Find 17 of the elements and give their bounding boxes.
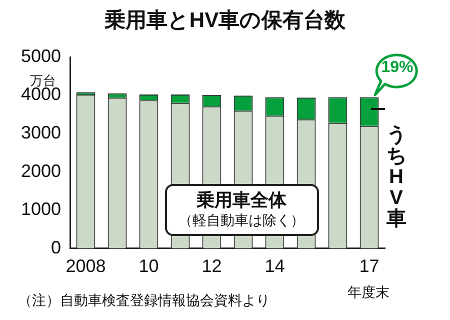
annotation: 19% xyxy=(380,59,414,78)
annotation: （軽自動車は除く） xyxy=(178,212,306,230)
y-tick-label: 5000 xyxy=(20,46,61,66)
y-tick-label: 2000 xyxy=(20,160,61,181)
y-tick-label: 1000 xyxy=(20,199,61,220)
series-label: 乗用車全体 xyxy=(196,189,288,212)
x-tick-label: 12 xyxy=(202,256,222,276)
text: （注）自動車検査登録情報協会資料より xyxy=(18,292,270,310)
x-tick-label: 10 xyxy=(138,256,159,276)
x-axis-title: 年度末 xyxy=(347,284,390,302)
x-tick-label: 14 xyxy=(264,256,285,276)
chart-title: 乗用車とHV車の保有台数 xyxy=(103,8,347,34)
series-label: うちHV車 xyxy=(385,124,408,230)
x-tick-label: 17 xyxy=(359,256,380,276)
y-tick-label: 3000 xyxy=(20,122,61,143)
x-tick-label: 2008 xyxy=(66,256,106,276)
y-tick-label: 0 xyxy=(50,237,61,258)
